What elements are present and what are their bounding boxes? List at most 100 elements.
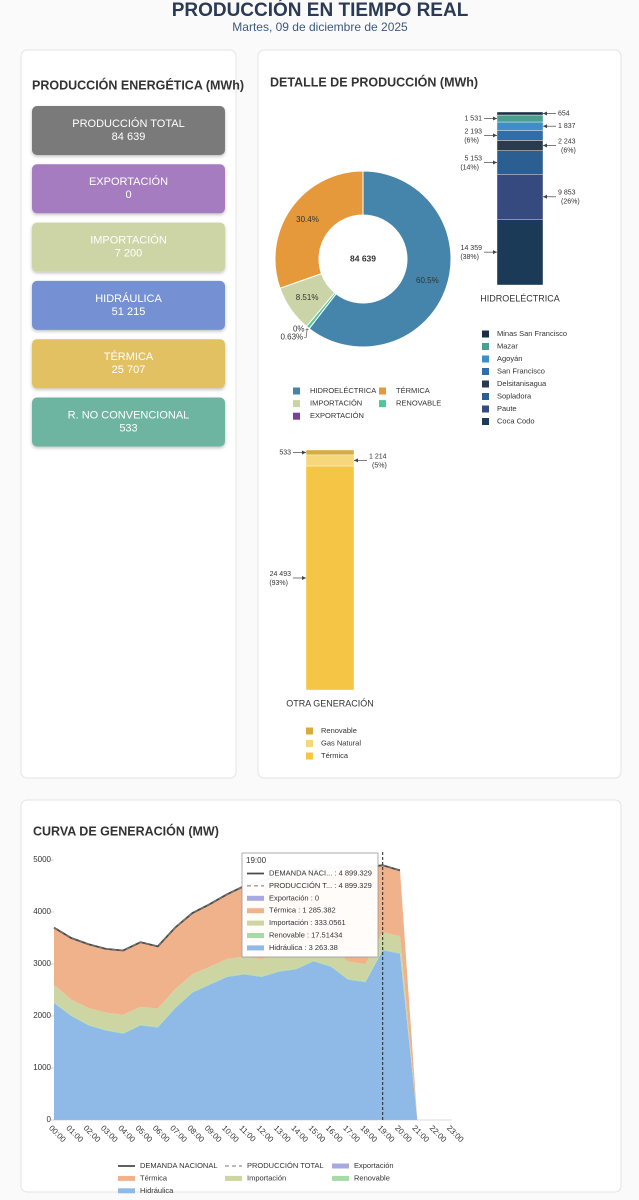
legend-label: HIDROELÉCTRICA	[310, 386, 376, 395]
bar-category: HIDROELÉCTRICA	[480, 293, 560, 303]
segment-value: 2 193	[464, 128, 482, 135]
card-label: TÉRMICA	[104, 350, 154, 363]
legend-label: Térmica	[140, 1173, 168, 1182]
arrow-head	[493, 116, 497, 121]
segment-value: 5 153	[464, 155, 482, 162]
y-tick-label: 2000	[33, 1011, 51, 1020]
card-value: 25 707	[112, 364, 146, 376]
tooltip-row: Térmica : 1 285.382	[269, 906, 336, 915]
legend-label: PRODUCCIÓN TOTAL	[247, 1161, 324, 1170]
tooltip-row: Exportación : 0	[269, 893, 319, 902]
tooltip-row: Renovable : 17.51434	[269, 930, 342, 939]
detail-title: DETALLE DE PRODUCCIÓN (MWh)	[270, 74, 478, 89]
segment-value: 14 359	[461, 245, 483, 252]
bar-category: OTRA GENERACIÓN	[286, 698, 374, 708]
legend-swatch	[482, 393, 489, 400]
segment-share: (6%)	[561, 147, 576, 154]
legend-label: Renovable	[354, 1173, 390, 1182]
slice-label: 0.63%	[280, 332, 303, 341]
segment-value: 1 214	[369, 453, 387, 460]
legend-label: IMPORTACIÓN	[310, 399, 362, 408]
legend-swatch	[293, 412, 300, 420]
legend-symbol	[118, 1188, 135, 1194]
center-label: 84 639	[350, 253, 376, 263]
curve-title: CURVA DE GENERACIÓN (MW)	[33, 823, 219, 838]
legend-label: RENOVABLE	[396, 399, 441, 408]
tooltip-box	[241, 852, 379, 958]
segment-value: 533	[279, 449, 291, 456]
legend-symbol	[332, 1163, 349, 1169]
segment-share: (26%)	[561, 199, 580, 206]
arrow-head	[543, 111, 547, 116]
y-tick-label: 1000	[33, 1063, 51, 1072]
legend-swatch	[379, 387, 386, 395]
legend-swatch	[482, 380, 489, 388]
card-label: EXPORTACIÓN	[89, 175, 168, 188]
segment-value: 1 531	[464, 115, 482, 122]
summary-card	[32, 164, 225, 214]
segment-value: 9 853	[558, 190, 576, 197]
summary-card	[32, 339, 225, 389]
slice-label: 8.51%	[296, 293, 319, 302]
card-value: 533	[119, 422, 137, 434]
slice-label: 0%	[293, 325, 305, 334]
bar-segment	[496, 174, 544, 220]
legend-swatch	[293, 387, 300, 395]
tooltip-symbol	[247, 920, 264, 926]
card-value: 7 200	[115, 248, 143, 260]
y-tick-label: 4000	[33, 907, 51, 916]
legend-swatch	[379, 400, 386, 408]
legend-swatch	[482, 355, 489, 363]
card-value: 84 639	[112, 131, 146, 143]
bar-segment	[305, 465, 355, 691]
page-subtitle: Martes, 09 de diciembre de 2025	[232, 20, 408, 34]
card-label: R. NO CONVENCIONAL	[68, 409, 190, 421]
summary-title: PRODUCCIÓN ENERGÉTICA (MWh)	[32, 77, 244, 92]
tooltip-symbol	[247, 933, 264, 938]
segment-share: (6%)	[464, 137, 479, 144]
segment-share: (5%)	[372, 462, 387, 469]
legend-symbol	[332, 1175, 349, 1181]
legend-label: Renovable	[321, 726, 357, 735]
y-tick-label: 5000	[33, 855, 51, 864]
legend-label: Coca Codo	[497, 416, 535, 425]
legend-label: Importación	[247, 1173, 286, 1182]
bar-segment	[496, 114, 544, 123]
legend-symbol	[225, 1175, 242, 1181]
legend-label: Delsitanisagua	[497, 379, 547, 388]
legend-swatch	[306, 727, 313, 735]
arrow-head	[302, 450, 306, 455]
legend-label: Minas San Francisco	[497, 329, 567, 338]
summary-card	[32, 397, 225, 447]
slice-label: 60.5%	[416, 276, 439, 285]
tooltip-row: DEMANDA NACI... : 4 899.329	[269, 868, 372, 877]
legend-swatch	[293, 400, 300, 408]
segment-value: 24 493	[270, 571, 292, 578]
legend-label: Sopladora	[497, 391, 532, 400]
summary-card	[32, 280, 225, 330]
legend-swatch	[482, 405, 489, 413]
legend-swatch	[306, 752, 313, 760]
tooltip-symbol	[247, 908, 264, 914]
tooltip-title: 19:00	[246, 856, 267, 865]
legend-label: DEMANDA NACIONAL	[140, 1161, 218, 1170]
leader-line	[304, 328, 308, 338]
y-tick-label: 3000	[33, 959, 51, 968]
card-label: HIDRÁULICA	[95, 292, 162, 305]
legend-swatch	[482, 330, 489, 338]
tooltip-symbol	[247, 945, 264, 951]
bar-segment	[496, 121, 544, 131]
area	[54, 932, 418, 1120]
arrow-head	[302, 575, 306, 580]
legend-label: Paute	[497, 404, 517, 413]
summary-card	[32, 222, 225, 272]
page-title: PRODUCCIÓN EN TIEMPO REAL	[172, 0, 469, 21]
bar-segment	[496, 150, 544, 175]
legend-swatch	[482, 418, 489, 425]
arrow-head	[354, 458, 358, 463]
legend-label: Gas Natural	[321, 738, 361, 747]
area	[54, 950, 418, 1120]
bar-segment	[496, 111, 544, 116]
bar-segment	[496, 140, 544, 151]
